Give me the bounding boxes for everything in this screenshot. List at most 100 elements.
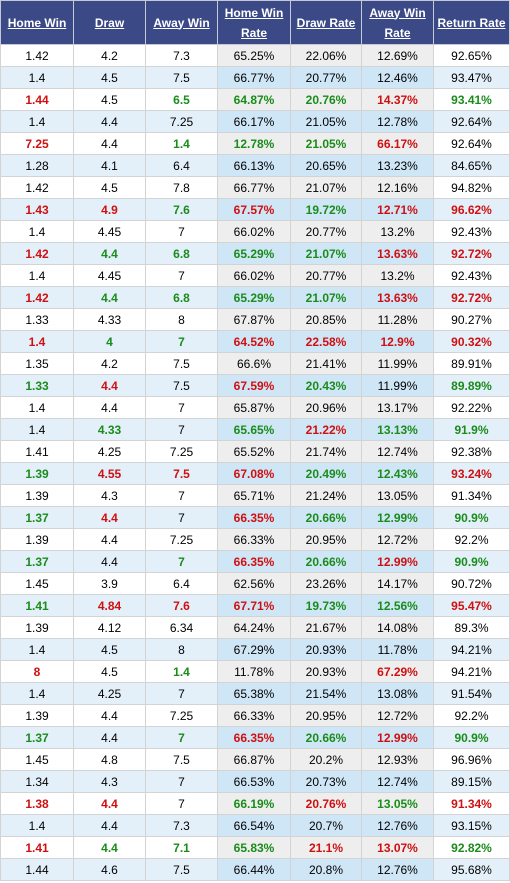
cell-home-win-odds: 1.34 [0,770,74,793]
cell-home-win-rate: 64.87% [217,88,291,111]
cell-return-rate: 96.62% [433,198,510,221]
cell-home-win-rate: 66.33% [217,528,291,551]
header-away-win-rate[interactable]: Away Win Rate [361,0,434,45]
cell-home-win-rate: 66.02% [217,264,291,287]
cell-home-win-rate: 66.87% [217,748,291,771]
cell-away-win-odds: 7.6 [145,198,218,221]
cell-away-win-odds: 7 [145,484,218,507]
cell-home-win-odds: 1.42 [0,176,74,199]
table-row: 1.4 4 7 64.52% 22.58% 12.9% 90.32% [0,330,510,353]
cell-draw-odds: 4.5 [73,176,146,199]
cell-draw-odds: 4.3 [73,484,146,507]
cell-return-rate: 92.38% [433,440,510,463]
table-row: 1.39 4.3 7 65.71% 21.24% 13.05% 91.34% [0,484,510,507]
cell-away-win-rate: 12.78% [361,110,434,133]
cell-draw-rate: 21.67% [290,616,362,639]
cell-away-win-rate: 12.99% [361,550,434,573]
cell-home-win-odds: 1.37 [0,726,74,749]
cell-draw-odds: 4.55 [73,462,146,485]
cell-home-win-odds: 1.42 [0,286,74,309]
cell-home-win-rate: 66.6% [217,352,291,375]
cell-draw-odds: 4.4 [73,396,146,419]
table-row: 1.39 4.4 7.25 66.33% 20.95% 12.72% 92.2% [0,704,510,727]
table-row: 1.42 4.4 6.8 65.29% 21.07% 13.63% 92.72% [0,242,510,265]
cell-return-rate: 92.22% [433,396,510,419]
cell-home-win-odds: 1.37 [0,506,74,529]
header-home-win-rate[interactable]: Home Win Rate [217,0,291,45]
cell-draw-odds: 4.4 [73,110,146,133]
table-row: 1.41 4.84 7.6 67.71% 19.73% 12.56% 95.47% [0,594,510,617]
cell-draw-rate: 20.95% [290,528,362,551]
cell-home-win-odds: 1.4 [0,396,74,419]
cell-draw-rate: 20.66% [290,506,362,529]
cell-home-win-odds: 1.39 [0,704,74,727]
table-row: 1.43 4.9 7.6 67.57% 19.72% 12.71% 96.62% [0,198,510,221]
cell-away-win-odds: 7 [145,418,218,441]
cell-away-win-odds: 7 [145,220,218,243]
cell-home-win-odds: 1.43 [0,198,74,221]
cell-home-win-rate: 65.83% [217,836,291,859]
cell-home-win-odds: 1.4 [0,638,74,661]
cell-draw-odds: 4.4 [73,550,146,573]
header-away-win[interactable]: Away Win [145,0,218,45]
cell-return-rate: 91.34% [433,484,510,507]
cell-home-win-odds: 1.45 [0,748,74,771]
table-body: 1.42 4.2 7.3 65.25% 22.06% 12.69% 92.65% 1.4 4.5… [0,44,510,881]
cell-draw-odds: 3.9 [73,572,146,595]
cell-away-win-rate: 11.99% [361,352,434,375]
cell-draw-odds: 4.1 [73,154,146,177]
cell-draw-odds: 4.84 [73,594,146,617]
cell-away-win-rate: 14.08% [361,616,434,639]
cell-away-win-odds: 7.5 [145,462,218,485]
cell-draw-rate: 20.73% [290,770,362,793]
cell-home-win-rate: 66.44% [217,858,291,881]
cell-return-rate: 92.72% [433,242,510,265]
cell-draw-odds: 4.4 [73,528,146,551]
cell-return-rate: 92.2% [433,528,510,551]
cell-home-win-odds: 1.37 [0,550,74,573]
cell-draw-rate: 21.07% [290,242,362,265]
cell-return-rate: 92.2% [433,704,510,727]
cell-return-rate: 90.9% [433,506,510,529]
table-row: 1.4 4.5 7.5 66.77% 20.77% 12.46% 93.47% [0,66,510,89]
cell-home-win-odds: 1.4 [0,682,74,705]
cell-draw-rate: 19.72% [290,198,362,221]
cell-away-win-rate: 12.99% [361,726,434,749]
cell-draw-odds: 4.4 [73,374,146,397]
table-row: 1.42 4.2 7.3 65.25% 22.06% 12.69% 92.65% [0,44,510,67]
cell-draw-odds: 4.33 [73,418,146,441]
cell-draw-odds: 4.12 [73,616,146,639]
header-home-win[interactable]: Home Win [0,0,74,45]
cell-return-rate: 94.21% [433,638,510,661]
cell-draw-odds: 4.8 [73,748,146,771]
cell-draw-rate: 20.7% [290,814,362,837]
header-draw-rate[interactable]: Draw Rate [290,0,362,45]
cell-home-win-odds: 1.4 [0,264,74,287]
header-return-rate[interactable]: Return Rate [433,0,510,45]
table-row: 1.41 4.4 7.1 65.83% 21.1% 13.07% 92.82% [0,836,510,859]
cell-draw-odds: 4.4 [73,814,146,837]
cell-away-win-rate: 14.37% [361,88,434,111]
cell-home-win-rate: 66.53% [217,770,291,793]
cell-away-win-odds: 8 [145,638,218,661]
cell-return-rate: 90.27% [433,308,510,331]
cell-return-rate: 90.9% [433,550,510,573]
cell-home-win-rate: 62.56% [217,572,291,595]
cell-home-win-odds: 1.33 [0,308,74,331]
cell-draw-odds: 4.4 [73,726,146,749]
header-draw[interactable]: Draw [73,0,146,45]
cell-home-win-odds: 1.39 [0,528,74,551]
table-row: 1.33 4.33 8 67.87% 20.85% 11.28% 90.27% [0,308,510,331]
cell-home-win-odds: 1.35 [0,352,74,375]
cell-home-win-odds: 1.4 [0,418,74,441]
cell-return-rate: 95.68% [433,858,510,881]
cell-home-win-odds: 1.44 [0,858,74,881]
cell-away-win-rate: 12.43% [361,462,434,485]
table-row: 1.39 4.4 7.25 66.33% 20.95% 12.72% 92.2% [0,528,510,551]
cell-home-win-odds: 1.41 [0,440,74,463]
cell-away-win-odds: 6.4 [145,572,218,595]
cell-return-rate: 89.15% [433,770,510,793]
cell-draw-rate: 21.74% [290,440,362,463]
cell-draw-odds: 4.33 [73,308,146,331]
table-row: 1.4 4.33 7 65.65% 21.22% 13.13% 91.9% [0,418,510,441]
